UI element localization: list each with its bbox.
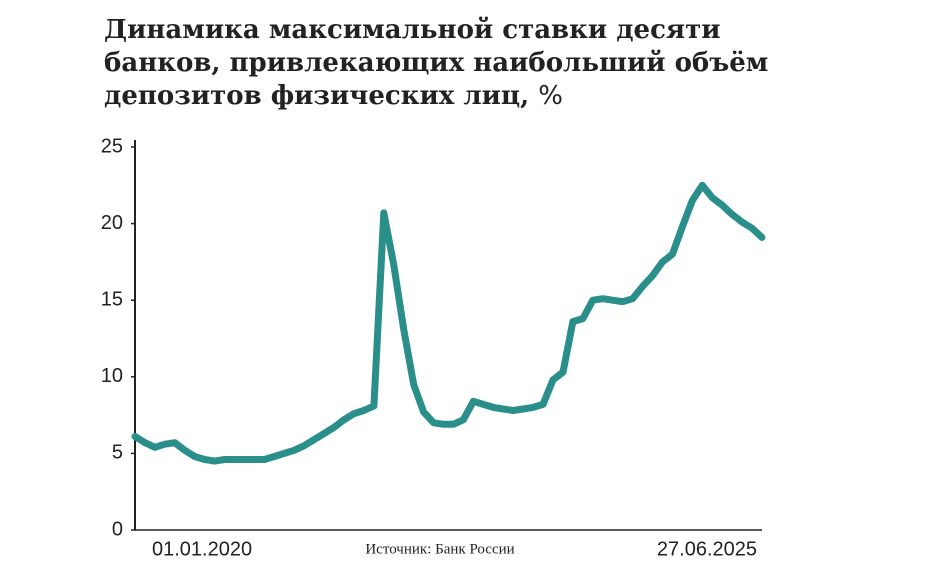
y-tick-label: 0 bbox=[112, 518, 123, 540]
y-tick-label: 5 bbox=[112, 442, 123, 464]
y-tick-label: 15 bbox=[101, 288, 123, 310]
chart-title: депозитов физических лиц, bbox=[104, 81, 529, 111]
chart-title: банков, привлекающих наибольший объём bbox=[104, 48, 768, 78]
title-unit: % bbox=[538, 81, 563, 111]
source: Источник: Банк России bbox=[365, 541, 514, 557]
chart-title: Динамика максимальной ставки десяти bbox=[104, 15, 721, 45]
y-tick-label: 20 bbox=[101, 212, 123, 234]
y-tick-label: 10 bbox=[101, 365, 123, 387]
chart-title: депозитов физических лиц, % bbox=[104, 81, 563, 111]
y-tick-label: 25 bbox=[101, 135, 123, 157]
x-tick-label: 01.01.2020 bbox=[152, 538, 252, 560]
x-tick-label: 27.06.2025 bbox=[657, 538, 757, 560]
data-line bbox=[131, 181, 766, 465]
